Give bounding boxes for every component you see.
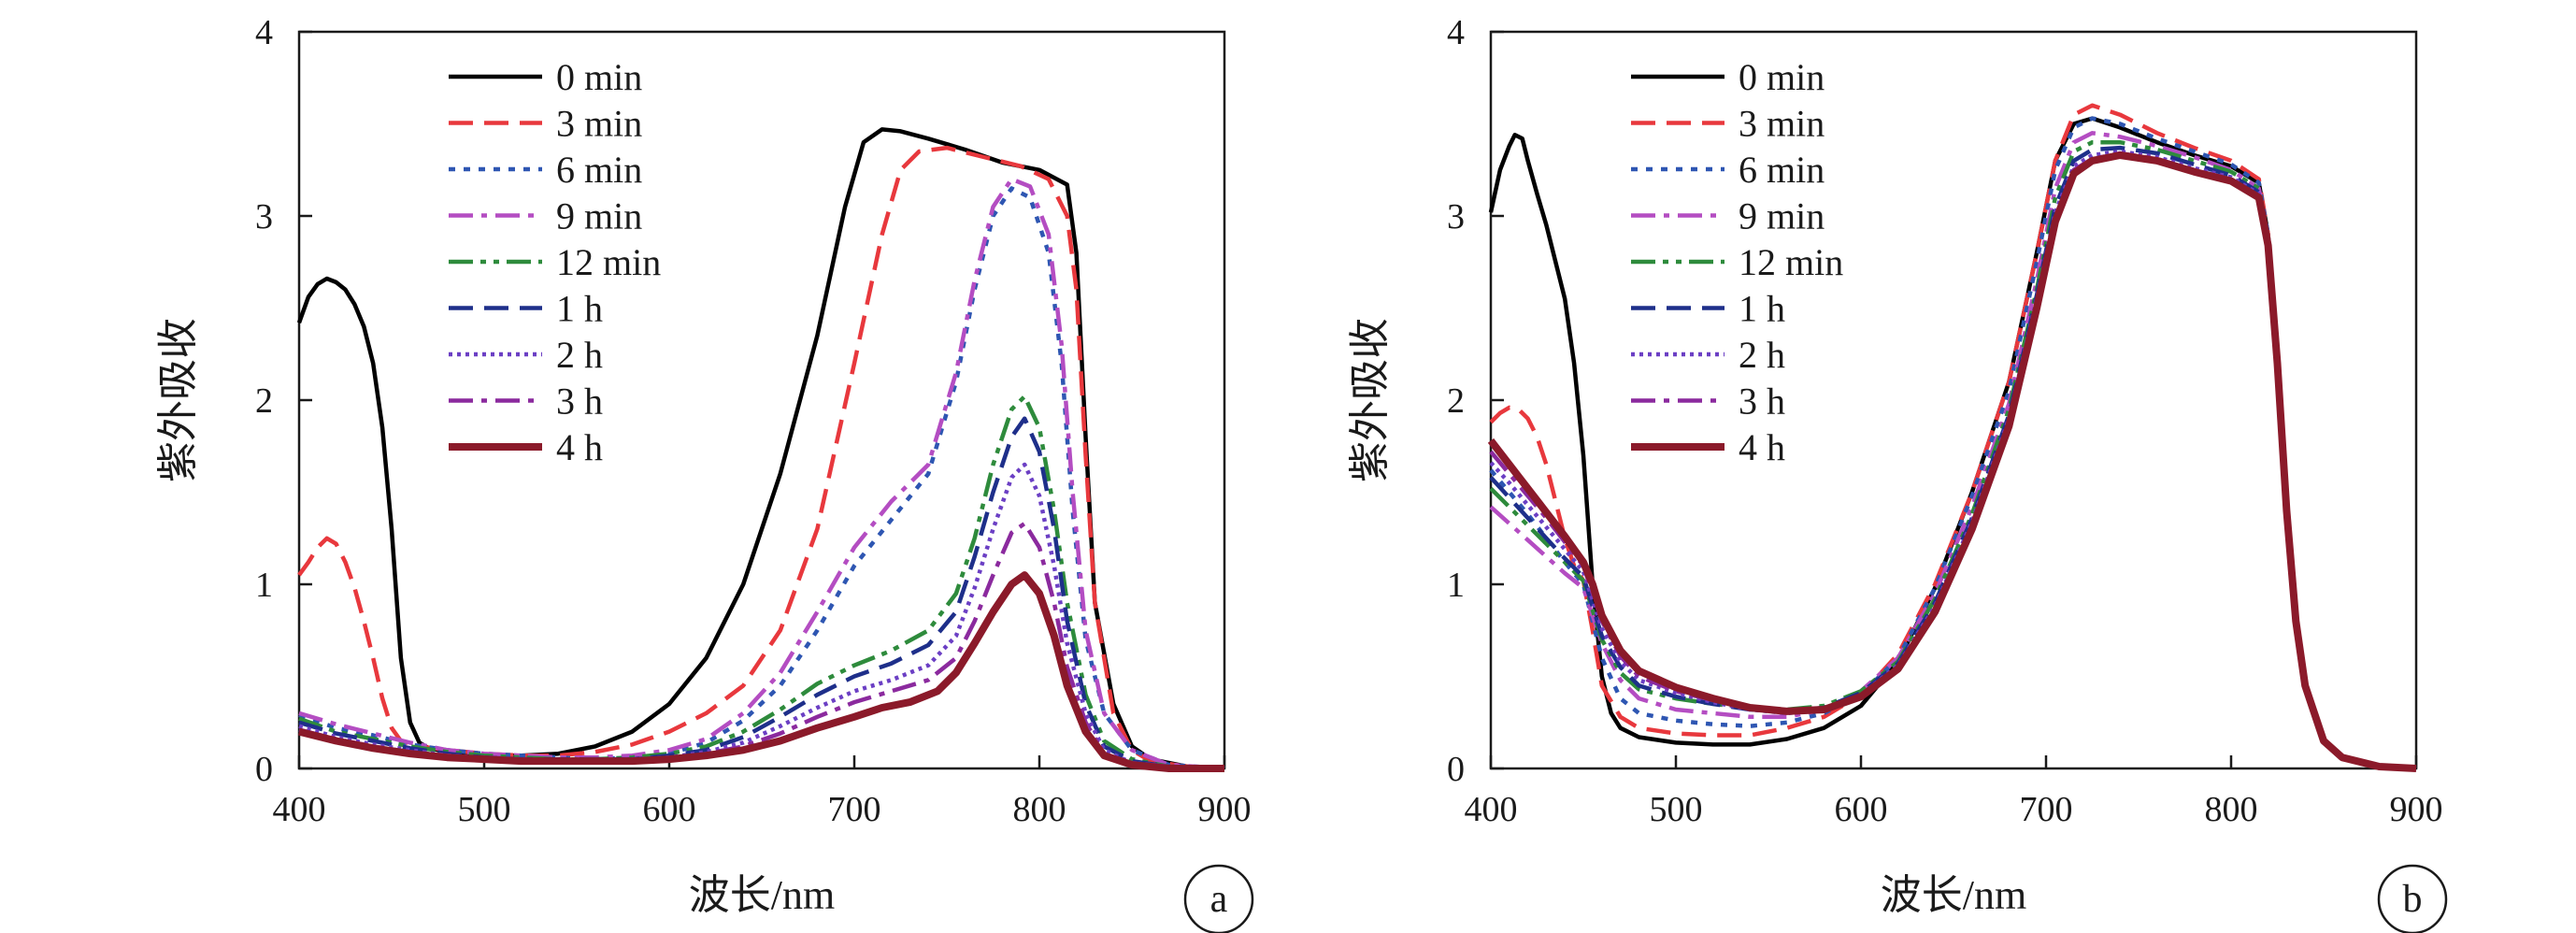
legend-label: 6 min [556, 149, 642, 191]
x-tick-label: 500 [1650, 790, 1703, 829]
x-axis-title: 波长/nm [689, 872, 835, 918]
x-tick-label: 700 [828, 790, 881, 829]
y-tick-label: 4 [1447, 13, 1465, 52]
legend-label: 3 min [556, 103, 642, 145]
panel-label: b [2403, 878, 2423, 921]
y-tick-label: 3 [1447, 197, 1465, 237]
y-tick-label: 0 [255, 750, 273, 789]
y-tick-label: 2 [255, 381, 273, 421]
y-tick-label: 4 [255, 13, 273, 52]
legend-label: 2 h [1739, 334, 1785, 376]
legend-label: 0 min [556, 56, 642, 98]
x-tick-label: 700 [2020, 790, 2073, 829]
legend-label: 12 min [1739, 241, 1843, 283]
series-line-4-h [1491, 155, 2416, 768]
y-tick-label: 2 [1447, 381, 1465, 421]
legend-label: 1 h [556, 288, 603, 330]
series-line-3-h [1491, 153, 2416, 768]
legend-label: 1 h [1739, 288, 1785, 330]
x-tick-label: 800 [1013, 790, 1066, 829]
x-tick-label: 400 [273, 790, 326, 829]
panel-label: a [1210, 878, 1228, 921]
legend-label: 3 h [556, 380, 603, 423]
x-tick-label: 500 [458, 790, 511, 829]
x-tick-label: 900 [1198, 790, 1252, 829]
legend-label: 3 h [1739, 380, 1785, 423]
series-line-2-h [1491, 151, 2416, 768]
legend-label: 4 h [1739, 426, 1785, 468]
series-line-3-min [299, 148, 1224, 768]
y-tick-label: 1 [255, 566, 273, 605]
y-axis-title: 紫外吸收 [155, 318, 201, 482]
series-line-1-h [1491, 148, 2416, 768]
series-line-12-min [1491, 142, 2416, 768]
y-tick-label: 1 [1447, 566, 1465, 605]
y-axis-title: 紫外吸收 [1347, 318, 1393, 482]
y-tick-label: 3 [255, 197, 273, 237]
x-tick-label: 800 [2205, 790, 2258, 829]
x-tick-label: 400 [1465, 790, 1518, 829]
legend-label: 12 min [556, 241, 661, 283]
x-tick-label: 600 [1835, 790, 1888, 829]
uv-absorption-figure: 400 500 600 700 800 900 0 1 2 3 4 波长/nm 紫外吸收 0 min 3 m… [0, 0, 2576, 933]
legend-label: 9 min [556, 195, 642, 237]
x-axis-title: 波长/nm [1881, 872, 2026, 918]
legend-label: 4 h [556, 426, 603, 468]
y-tick-label: 0 [1447, 750, 1465, 789]
x-tick-label: 600 [643, 790, 696, 829]
legend-label: 6 min [1739, 149, 1825, 191]
x-tick-label: 900 [2390, 790, 2443, 829]
legend-label: 9 min [1739, 195, 1825, 237]
legend-label: 3 min [1739, 103, 1825, 145]
chart-panel-a: 400 500 600 700 800 900 0 1 2 3 4 波长/nm 紫外吸收 0 min 3 m… [155, 13, 1252, 933]
chart-panel-b: 400 500 600 700 800 900 0 1 2 3 4 波长/nm 紫外吸收 0 min 3 m… [1347, 13, 2446, 933]
legend-label: 2 h [556, 334, 603, 376]
legend-label: 0 min [1739, 56, 1825, 98]
